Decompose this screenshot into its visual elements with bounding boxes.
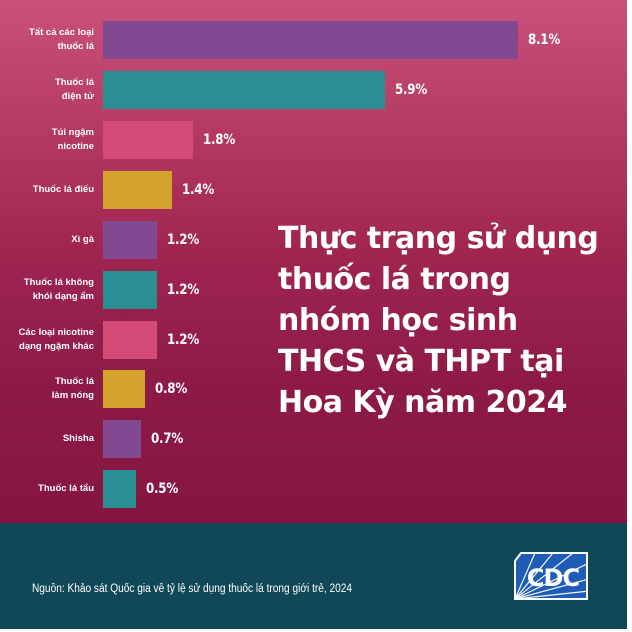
bar-category-label: Thuốc lá làm nóng [51,376,94,401]
bar-row: Thuốc lá không khói dạng ẩm 1.2% [0,271,627,309]
bar-value-label: 1.2% [167,232,199,248]
bar-row: Thuốc lá tẩu 0.5% [0,470,627,508]
bar-row: Tất cả các loại thuốc lá 8.1% [0,21,627,59]
bar-value-label: 1.2% [167,282,199,298]
svg-text:CDC: CDC [527,564,580,592]
bar-category-label: Các loại nicotine dạng ngậm khác [18,327,95,352]
title-line: Thực trạng sử dụng [278,221,599,256]
bar-category-label: Túi ngậm nicotine [51,127,94,152]
bar-category-label: Tất cả các loại thuốc lá [29,27,94,52]
bar-value-label: 0.7% [151,431,183,447]
bar [103,321,157,359]
bar-value-label: 0.5% [146,481,178,497]
bar-category-label: Shisha [62,433,94,444]
bar-row: Thuốc lá điếu 1.4% [0,171,627,209]
bar-row: Thuốc lá làm nóng 0.8% [0,370,627,408]
source-note: Nguồn: Khảo sát Quốc gia về tỷ lệ sử dụn… [32,583,353,595]
title-line: thuốc lá trong [278,262,511,297]
bar [103,370,145,408]
bar-row: Shisha 0.7% [0,420,627,458]
bar-category-label: Thuốc lá tẩu [38,483,94,494]
bar-value-label: 8.1% [528,32,560,48]
cdc-logo-icon: CDC [514,552,588,600]
bar [103,71,385,109]
bar-row: Túi ngậm nicotine 1.8% [0,121,627,159]
bar-row: Các loại nicotine dạng ngậm khác 1.2% [0,321,627,359]
title-line: THCS và THPT tại [278,344,564,379]
title-line: Hoa Kỳ năm 2024 [278,385,567,420]
bar-category-label: Thuốc lá điện tử [54,77,94,102]
bar [103,121,193,159]
bar-category-label: Thuốc lá không khói dạng ẩm [23,277,94,302]
bar-value-label: 5.9% [395,82,427,98]
bar [103,271,157,309]
bar-value-label: 1.8% [203,132,235,148]
bar-row: Thuốc lá điện tử 5.9% [0,71,627,109]
bar-category-label: Thuốc lá điếu [32,184,94,195]
bar [103,420,141,458]
chart-title: Thực trạng sử dụng thuốc lá trong nhóm h… [278,218,618,423]
bar-category-label: Xì gà [71,234,94,245]
bar-value-label: 1.2% [167,332,199,348]
title-line: nhóm học sinh [278,303,518,338]
bar-value-label: 0.8% [155,381,187,397]
infographic-canvas: Tất cả các loại thuốc lá 8.1% Thuốc lá điệ… [0,0,627,523]
bar-row: Xì gà 1.2% [0,221,627,259]
bar-value-label: 1.4% [182,182,214,198]
bar [103,470,136,508]
bar [103,171,172,209]
bar [103,21,518,59]
bar [103,221,157,259]
